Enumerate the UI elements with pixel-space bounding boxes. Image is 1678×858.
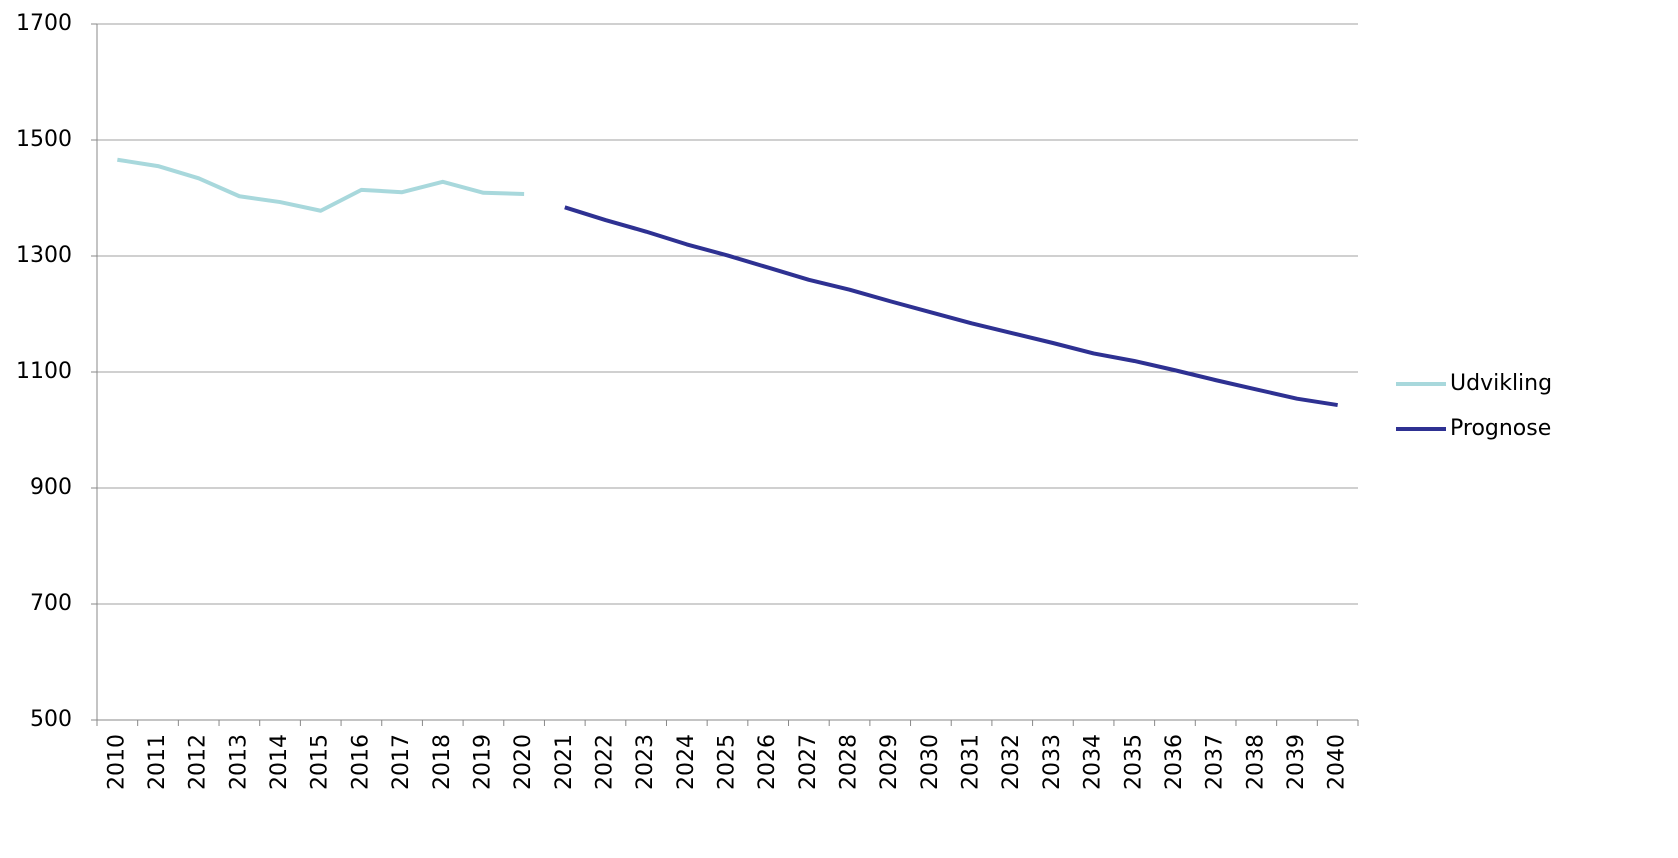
y-tick-label: 1100	[16, 359, 72, 384]
x-tick-label: 2022	[592, 734, 617, 790]
y-tick-label: 1300	[16, 243, 72, 268]
x-tick-label: 2023	[633, 734, 658, 790]
x-tick-label: 2025	[715, 734, 740, 790]
y-tick-label: 1500	[16, 127, 72, 152]
legend-label: Udvikling	[1450, 371, 1552, 396]
y-tick-label: 500	[30, 707, 72, 732]
y-tick-label: 900	[30, 475, 72, 500]
x-tick-label: 2030	[918, 734, 943, 790]
x-tick-label: 2018	[430, 734, 455, 790]
x-tick-label: 2035	[1121, 734, 1146, 790]
x-tick-label: 2020	[511, 734, 536, 790]
x-tick-label: 2010	[104, 734, 129, 790]
x-tick-label: 2024	[674, 734, 699, 790]
x-tick-label: 2036	[1162, 734, 1187, 790]
x-tick-label: 2034	[1081, 734, 1106, 790]
x-tick-label: 2012	[186, 734, 211, 790]
x-tick-label: 2039	[1284, 734, 1309, 790]
x-tick-label: 2016	[348, 734, 373, 790]
x-tick-label: 2017	[389, 734, 414, 790]
x-tick-label: 2011	[145, 734, 170, 790]
x-tick-label: 2026	[755, 734, 780, 790]
x-tick-label: 2032	[999, 734, 1024, 790]
x-tick-label: 2037	[1203, 734, 1228, 790]
x-tick-label: 2021	[552, 734, 577, 790]
x-tick-label: 2028	[837, 734, 862, 790]
x-tick-label: 2038	[1243, 734, 1268, 790]
x-tick-label: 2027	[796, 734, 821, 790]
x-tick-label: 2040	[1325, 734, 1350, 790]
x-tick-label: 2015	[308, 734, 333, 790]
series-line	[565, 207, 1338, 405]
y-tick-label: 1700	[16, 11, 72, 36]
x-tick-label: 2031	[959, 734, 984, 790]
legend-label: Prognose	[1450, 416, 1551, 441]
x-tick-label: 2029	[877, 734, 902, 790]
x-tick-label: 2019	[470, 734, 495, 790]
y-tick-label: 700	[30, 591, 72, 616]
chart: 500 700 900 1100 1300 1500 1700 2010 2011 2012 201…	[0, 0, 1678, 858]
x-tick-label: 2033	[1040, 734, 1065, 790]
x-tick-label: 2013	[226, 734, 251, 790]
x-tick-label: 2014	[267, 734, 292, 790]
series-line	[117, 160, 524, 211]
